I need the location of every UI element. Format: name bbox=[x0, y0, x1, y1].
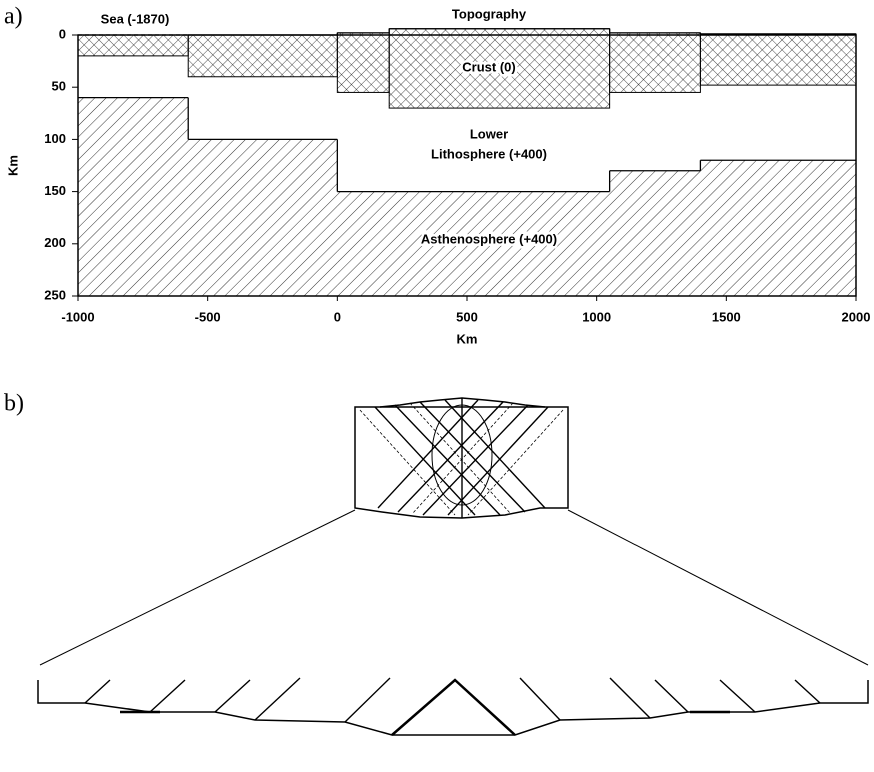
panel-label: b) bbox=[4, 391, 24, 417]
crust-fill bbox=[78, 35, 188, 56]
x-tick-label: 1500 bbox=[712, 309, 741, 324]
asthenosphere-fill bbox=[188, 139, 337, 296]
x-tick-label: 0 bbox=[334, 309, 341, 324]
asthenosphere-fill bbox=[700, 160, 856, 296]
y-axis-label: Km bbox=[5, 155, 20, 176]
layer-label: Lower bbox=[470, 126, 508, 141]
crust-fill bbox=[188, 35, 337, 77]
crust-fill bbox=[337, 33, 389, 93]
x-tick-label: 2000 bbox=[842, 309, 871, 324]
ray-diagram bbox=[38, 398, 868, 735]
x-tick-label: 1000 bbox=[582, 309, 611, 324]
layer-label: Topography bbox=[452, 6, 527, 21]
y-tick-label: 100 bbox=[44, 131, 66, 146]
crust-fill bbox=[610, 33, 701, 93]
y-tick-label: 150 bbox=[44, 183, 66, 198]
crust-fill bbox=[700, 34, 856, 85]
layer-label: Lithosphere (+400) bbox=[431, 146, 547, 161]
x-tick-label: -500 bbox=[195, 309, 221, 324]
layer-label: Crust (0) bbox=[462, 59, 515, 74]
panel-label: a) bbox=[4, 4, 23, 30]
y-tick-label: 50 bbox=[52, 79, 66, 94]
y-tick-label: 200 bbox=[44, 235, 66, 250]
y-tick-label: 250 bbox=[44, 287, 66, 302]
figure: a) b) -1000 -500 0 500 1000 1500 2000 0 50 100 150… bbox=[0, 0, 874, 767]
x-axis-label: Km bbox=[457, 331, 478, 346]
x-tick-label: 500 bbox=[456, 309, 478, 324]
layer-label: Sea (-1870) bbox=[101, 11, 170, 26]
y-tick-label: 0 bbox=[59, 26, 66, 41]
asthenosphere-fill bbox=[610, 171, 701, 296]
asthenosphere-fill bbox=[78, 98, 188, 296]
x-tick-label: -1000 bbox=[61, 309, 94, 324]
layer-label: Asthenosphere (+400) bbox=[421, 231, 557, 246]
